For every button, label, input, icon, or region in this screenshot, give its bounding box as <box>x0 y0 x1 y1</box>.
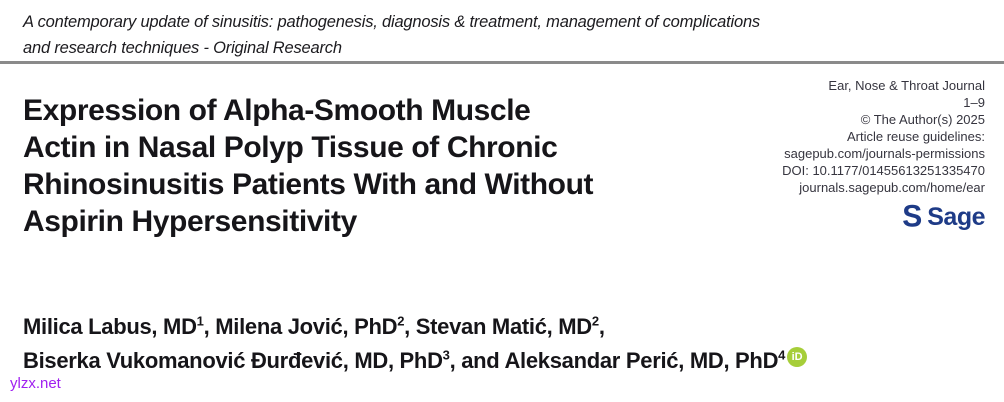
author-name: Biserka Vukomanović Đurđević, MD, PhD <box>23 348 443 373</box>
doi: DOI: 10.1177/01455613251335470 <box>782 163 985 178</box>
reuse-guidelines-label: Article reuse guidelines: <box>846 129 985 144</box>
title-line-2: Actin in Nasal Polyp Tissue of Chronic <box>23 131 558 164</box>
orcid-icon[interactable]: iD <box>787 347 808 367</box>
affiliation-superscript: 4 <box>778 347 786 363</box>
author-name: Milena Jović, PhD <box>215 314 398 339</box>
journal-name: Ear, Nose & Throat Journal <box>828 78 985 93</box>
affiliation-superscript: 2 <box>591 313 599 329</box>
author-name: Milica Labus, MD <box>23 314 197 339</box>
author-separator: , and <box>449 348 505 373</box>
sage-logo: S Sage <box>782 199 985 234</box>
page-range: 1–9 <box>963 95 985 110</box>
watermark-link[interactable]: ylzx.net <box>10 375 61 392</box>
journal-home-link[interactable]: journals.sagepub.com/home/ear <box>799 180 985 195</box>
permissions-link[interactable]: sagepub.com/journals-permissions <box>784 146 985 161</box>
series-note-line-2: and research techniques - Original Resea… <box>23 39 342 57</box>
series-note: A contemporary update of sinusitis: path… <box>23 9 760 61</box>
affiliation-superscript: 1 <box>196 313 204 329</box>
article-title: Expression of Alpha-Smooth Muscle Actin … <box>23 92 594 240</box>
series-note-line-1: A contemporary update of sinusitis: path… <box>23 13 760 31</box>
author-name: Stevan Matić, MD <box>415 314 592 339</box>
author-separator: , <box>404 314 416 339</box>
author-list: Milica Labus, MD1, Milena Jović, PhD2, S… <box>23 310 808 378</box>
sage-s-icon: S <box>902 199 923 234</box>
author-separator: , <box>203 314 216 339</box>
journal-info: Ear, Nose & Throat Journal 1–9 © The Aut… <box>782 77 985 234</box>
header-divider <box>0 61 1004 64</box>
affiliation-superscript: 2 <box>397 313 405 329</box>
sage-wordmark: Sage <box>927 202 985 231</box>
title-line-4: Aspirin Hypersensitivity <box>23 205 357 238</box>
affiliation-superscript: 3 <box>442 347 450 363</box>
title-line-3: Rhinosinusitis Patients With and Without <box>23 168 594 201</box>
author-name: Aleksandar Perić, MD, PhD <box>504 348 779 373</box>
copyright-notice: © The Author(s) 2025 <box>860 112 985 127</box>
title-line-1: Expression of Alpha-Smooth Muscle <box>23 94 531 127</box>
author-separator: , <box>598 314 605 339</box>
